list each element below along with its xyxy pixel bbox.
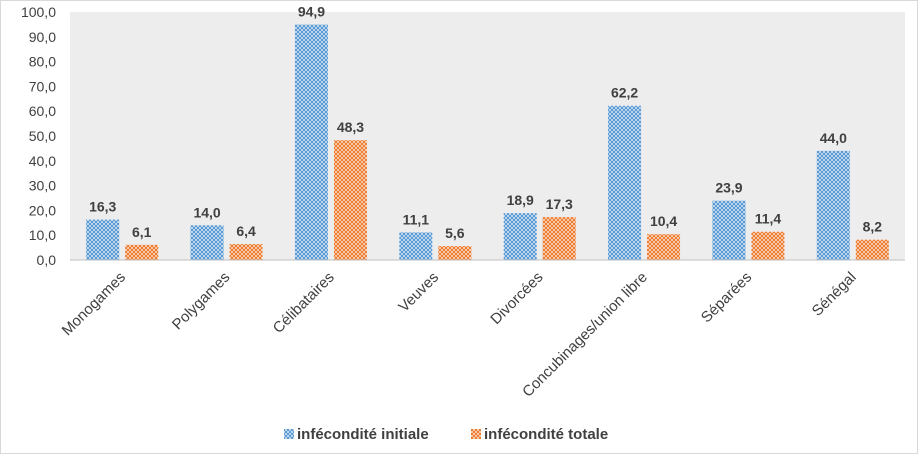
bar-initiale — [399, 232, 433, 260]
data-label: 16,3 — [89, 199, 116, 215]
y-tick-label: 100,0 — [21, 4, 56, 20]
bar-initiale — [190, 225, 224, 260]
legend: infécondité initiale infécondité totale — [284, 426, 608, 443]
y-tick-label: 10,0 — [29, 227, 56, 243]
y-tick-label: 30,0 — [29, 178, 56, 194]
data-label: 17,3 — [546, 196, 573, 212]
data-label: 11,1 — [403, 211, 430, 227]
bar-initiale — [86, 219, 120, 260]
x-category-label: Séparées — [698, 269, 755, 326]
y-tick-label: 90,0 — [29, 29, 56, 45]
y-tick-label: 60,0 — [29, 103, 56, 119]
data-label: 48,3 — [337, 119, 364, 135]
y-tick-label: 0,0 — [37, 252, 57, 268]
y-tick-label: 50,0 — [29, 128, 56, 144]
bar-initiale — [503, 213, 537, 260]
bar-totale — [125, 244, 159, 260]
bar-initiale — [608, 105, 642, 260]
data-label: 5,6 — [445, 225, 465, 241]
data-labels-group: 16,3 14,0 94,9 11,1 18,9 62,2 23,9 44,0 6,1 6,4 48… — [89, 4, 882, 241]
data-label: 8,2 — [863, 219, 883, 235]
legend-label: infécondité totale — [484, 426, 608, 443]
bar-totale — [333, 140, 367, 260]
legend-label: infécondité initiale — [297, 426, 429, 443]
bar-totale — [542, 217, 576, 260]
data-label: 6,4 — [236, 223, 256, 239]
x-category-label: Concubinages/union libre — [519, 269, 651, 401]
data-label: 18,9 — [507, 192, 534, 208]
bar-totale — [647, 234, 681, 260]
data-label: 44,0 — [820, 130, 847, 146]
bar-totale — [229, 244, 263, 260]
data-label: 14,0 — [193, 204, 220, 220]
x-category-label: Veuves — [395, 269, 442, 316]
data-label: 94,9 — [298, 4, 325, 20]
plot-area — [70, 12, 905, 260]
data-label: 6,1 — [132, 224, 152, 240]
data-label: 23,9 — [715, 180, 742, 196]
bar-totale — [855, 239, 889, 260]
y-tick-label: 20,0 — [29, 202, 56, 218]
x-axis: Monogames Polygames Célibataires Veuves Divo… — [59, 269, 860, 401]
legend-swatch — [284, 429, 294, 439]
x-category-label: Sénégal — [809, 269, 860, 320]
bar-totale — [438, 246, 472, 260]
x-category-label: Célibataires — [270, 269, 338, 337]
data-label: 10,4 — [650, 213, 677, 229]
y-tick-label: 70,0 — [29, 78, 56, 94]
y-tick-label: 40,0 — [29, 153, 56, 169]
data-label: 62,2 — [611, 85, 638, 101]
x-category-label: Polygames — [169, 269, 233, 333]
x-category-label: Divorcées — [487, 269, 546, 328]
bar-initiale — [816, 150, 850, 260]
bar-initiale — [294, 24, 328, 261]
legend-swatch — [471, 429, 481, 439]
data-label: 11,4 — [755, 211, 782, 227]
bar-initiale — [712, 200, 746, 260]
x-category-label: Monogames — [59, 269, 129, 339]
y-tick-label: 80,0 — [29, 54, 56, 70]
y-axis: 0,0 10,0 20,0 30,0 40,0 50,0 60,0 70,0 80,0 90,0 1… — [21, 4, 56, 268]
bars-group — [86, 24, 889, 261]
bar-totale — [751, 231, 785, 260]
